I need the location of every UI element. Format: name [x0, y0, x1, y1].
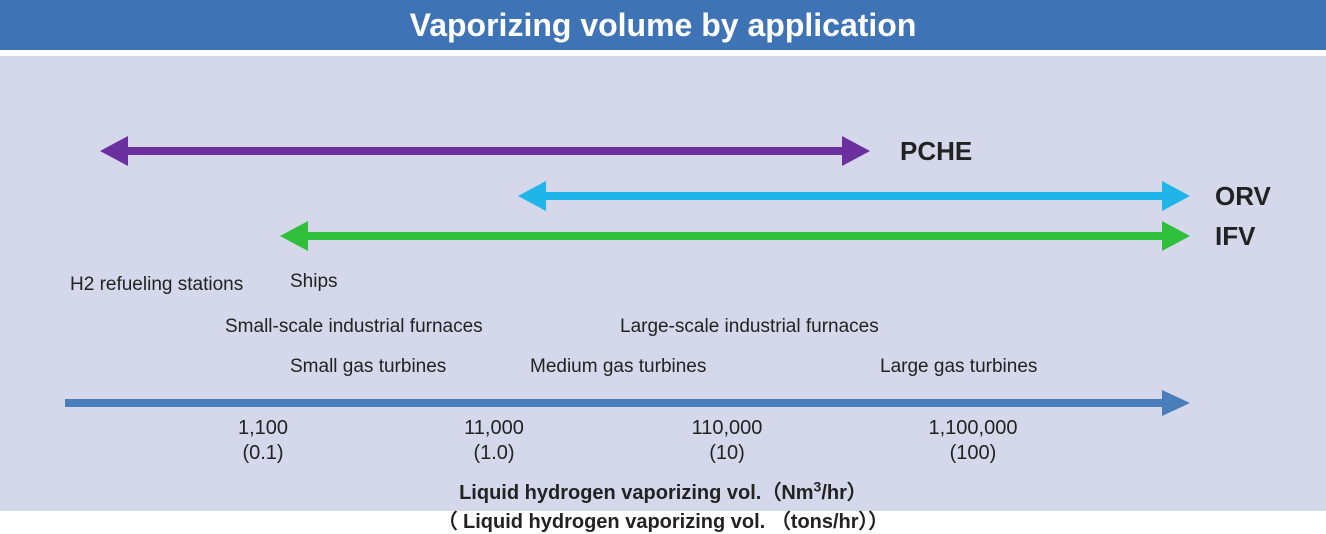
- title-text: Vaporizing volume by application: [410, 7, 917, 43]
- axis-tick-value-nm3: 1,100: [183, 416, 343, 441]
- range-arrow-orv: [488, 179, 1220, 213]
- application-label: Ships: [290, 271, 338, 293]
- axis-title: Liquid hydrogen vaporizing vol.（Nm3/hr）（…: [0, 476, 1326, 534]
- axis-tick-value-nm3: 11,000: [414, 416, 574, 441]
- range-label-ifv: IFV: [1215, 221, 1255, 252]
- range-arrow-ifv: [250, 219, 1220, 253]
- application-label: H2 refueling stations: [70, 274, 243, 296]
- title-bar: Vaporizing volume by application: [0, 0, 1326, 50]
- axis-title-line2: （ Liquid hydrogen vaporizing vol. （tons/…: [0, 505, 1326, 534]
- range-label-orv: ORV: [1215, 181, 1271, 212]
- axis-tick-value-tons: (10): [647, 441, 807, 466]
- application-label: Large gas turbines: [880, 356, 1037, 378]
- application-label: Small-scale industrial furnaces: [225, 316, 483, 338]
- axis-tick-label: 110,000(10): [647, 416, 807, 466]
- axis-tick-value-nm3: 110,000: [647, 416, 807, 441]
- axis-tick-label: 11,000(1.0): [414, 416, 574, 466]
- axis-tick-value-tons: (0.1): [183, 441, 343, 466]
- application-label: Large-scale industrial furnaces: [620, 316, 879, 338]
- range-label-pche: PCHE: [900, 136, 972, 167]
- axis-tick-value-tons: (100): [893, 441, 1053, 466]
- axis-title-line1: Liquid hydrogen vaporizing vol.（Nm3/hr）: [0, 476, 1326, 505]
- axis-tick-label: 1,100,000(100): [893, 416, 1053, 466]
- application-label: Small gas turbines: [290, 356, 446, 378]
- range-arrow-pche: [70, 134, 900, 168]
- axis-arrow: [35, 388, 1220, 418]
- axis-tick-label: 1,100(0.1): [183, 416, 343, 466]
- chart-body: PCHE ORV IFV H2 refueling stations Ships Sma…: [0, 56, 1326, 511]
- axis-tick-value-nm3: 1,100,000: [893, 416, 1053, 441]
- application-label: Medium gas turbines: [530, 356, 706, 378]
- axis-tick-value-tons: (1.0): [414, 441, 574, 466]
